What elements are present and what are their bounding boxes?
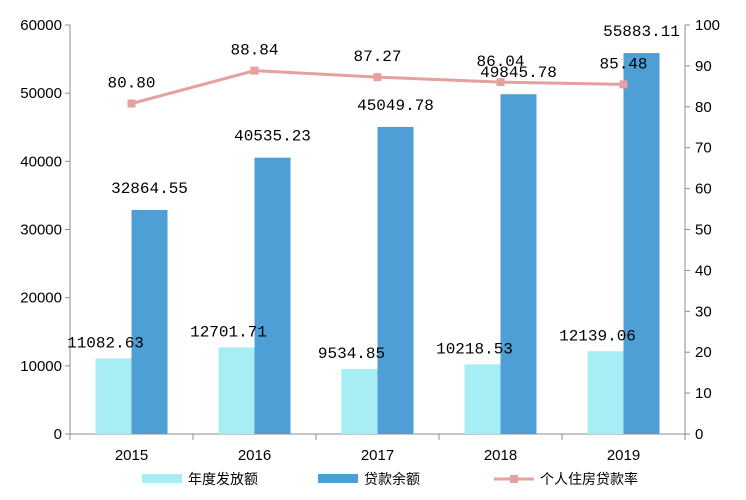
y-right-tick-label: 100 — [695, 17, 720, 34]
legend-label: 贷款余额 — [364, 471, 420, 487]
y-right-tick-label: 30 — [695, 303, 712, 320]
line-marker — [619, 80, 628, 89]
y-right-tick-label: 80 — [695, 99, 712, 116]
bar-data-label: 10218.53 — [436, 340, 513, 358]
bar-年度发放额 — [464, 364, 501, 434]
bar-年度发放额 — [218, 347, 255, 434]
data-labels: 11082.63 12701.71 9534.85 10218.53 12139.06 3… — [67, 23, 680, 363]
legend-label: 年度发放额 — [188, 471, 258, 487]
y-right-tick-label: 0 — [695, 426, 703, 443]
y-left-tick-label: 0 — [54, 426, 62, 443]
legend-swatch-marker — [510, 475, 518, 483]
line-marker — [127, 99, 136, 108]
legend-swatch-年度发放额 — [142, 474, 182, 483]
line-data-label: 85.48 — [599, 55, 647, 73]
y-left-tick-label: 30000 — [20, 222, 62, 239]
bar-data-label: 12701.71 — [190, 323, 267, 341]
bar-年度发放额 — [95, 358, 132, 434]
bar-贷款余额 — [500, 94, 537, 435]
bar-data-label: 55883.11 — [603, 23, 680, 41]
x-tick-label: 2015 — [115, 447, 148, 464]
bar-data-label: 45049.78 — [357, 97, 434, 115]
x-tick-label: 2016 — [238, 447, 271, 464]
y-right-tick-label: 20 — [695, 344, 712, 361]
y-right-tick-label: 70 — [695, 140, 712, 157]
y-left-tick-label: 50000 — [20, 85, 62, 102]
x-tick-label: 2018 — [484, 447, 517, 464]
legend: 年度发放额 贷款余额 个人住房贷款率 — [142, 471, 638, 487]
bar-data-label: 11082.63 — [67, 334, 144, 352]
legend-swatch-贷款余额 — [318, 474, 358, 483]
bar-贷款余额 — [623, 53, 660, 434]
y-right-tick-label: 50 — [695, 222, 712, 239]
rate-line — [127, 66, 628, 108]
y-right-tick-label: 40 — [695, 262, 712, 279]
y-left-tick-label: 60000 — [20, 17, 62, 34]
y-left-tick-label: 40000 — [20, 153, 62, 170]
bar-data-label: 32864.55 — [111, 180, 188, 198]
bar-data-label: 9534.85 — [318, 345, 385, 363]
bar-data-label: 12139.06 — [559, 327, 636, 345]
bar-年度发放额 — [341, 369, 378, 434]
line-marker — [373, 73, 382, 82]
y-right-tick-label: 60 — [695, 181, 712, 198]
axes: 0 10000 20000 30000 40000 50000 60000 0 10 20 30 40… — [20, 17, 720, 464]
y-left-tick-label: 10000 — [20, 358, 62, 375]
bars — [95, 53, 660, 435]
x-tick-label: 2019 — [607, 447, 640, 464]
bar-data-label: 40535.23 — [234, 128, 311, 146]
bar-贷款余额 — [377, 126, 414, 434]
line-data-label: 88.84 — [230, 42, 278, 60]
legend-label: 个人住房贷款率 — [540, 471, 638, 487]
line-data-label: 80.80 — [107, 75, 155, 93]
y-right-tick-label: 10 — [695, 385, 712, 402]
line-data-label: 87.27 — [353, 48, 401, 66]
line-data-label: 86.04 — [476, 53, 524, 71]
bar-贷款余额 — [254, 157, 291, 434]
bar-贷款余额 — [131, 209, 168, 434]
y-left-tick-label: 20000 — [20, 290, 62, 307]
bar-年度发放额 — [587, 351, 624, 434]
bar-data-label: 49845.78 — [480, 64, 557, 82]
line-marker — [496, 78, 505, 87]
line-marker — [250, 66, 259, 75]
x-tick-label: 2017 — [361, 447, 394, 464]
y-right-tick-label: 90 — [695, 58, 712, 75]
